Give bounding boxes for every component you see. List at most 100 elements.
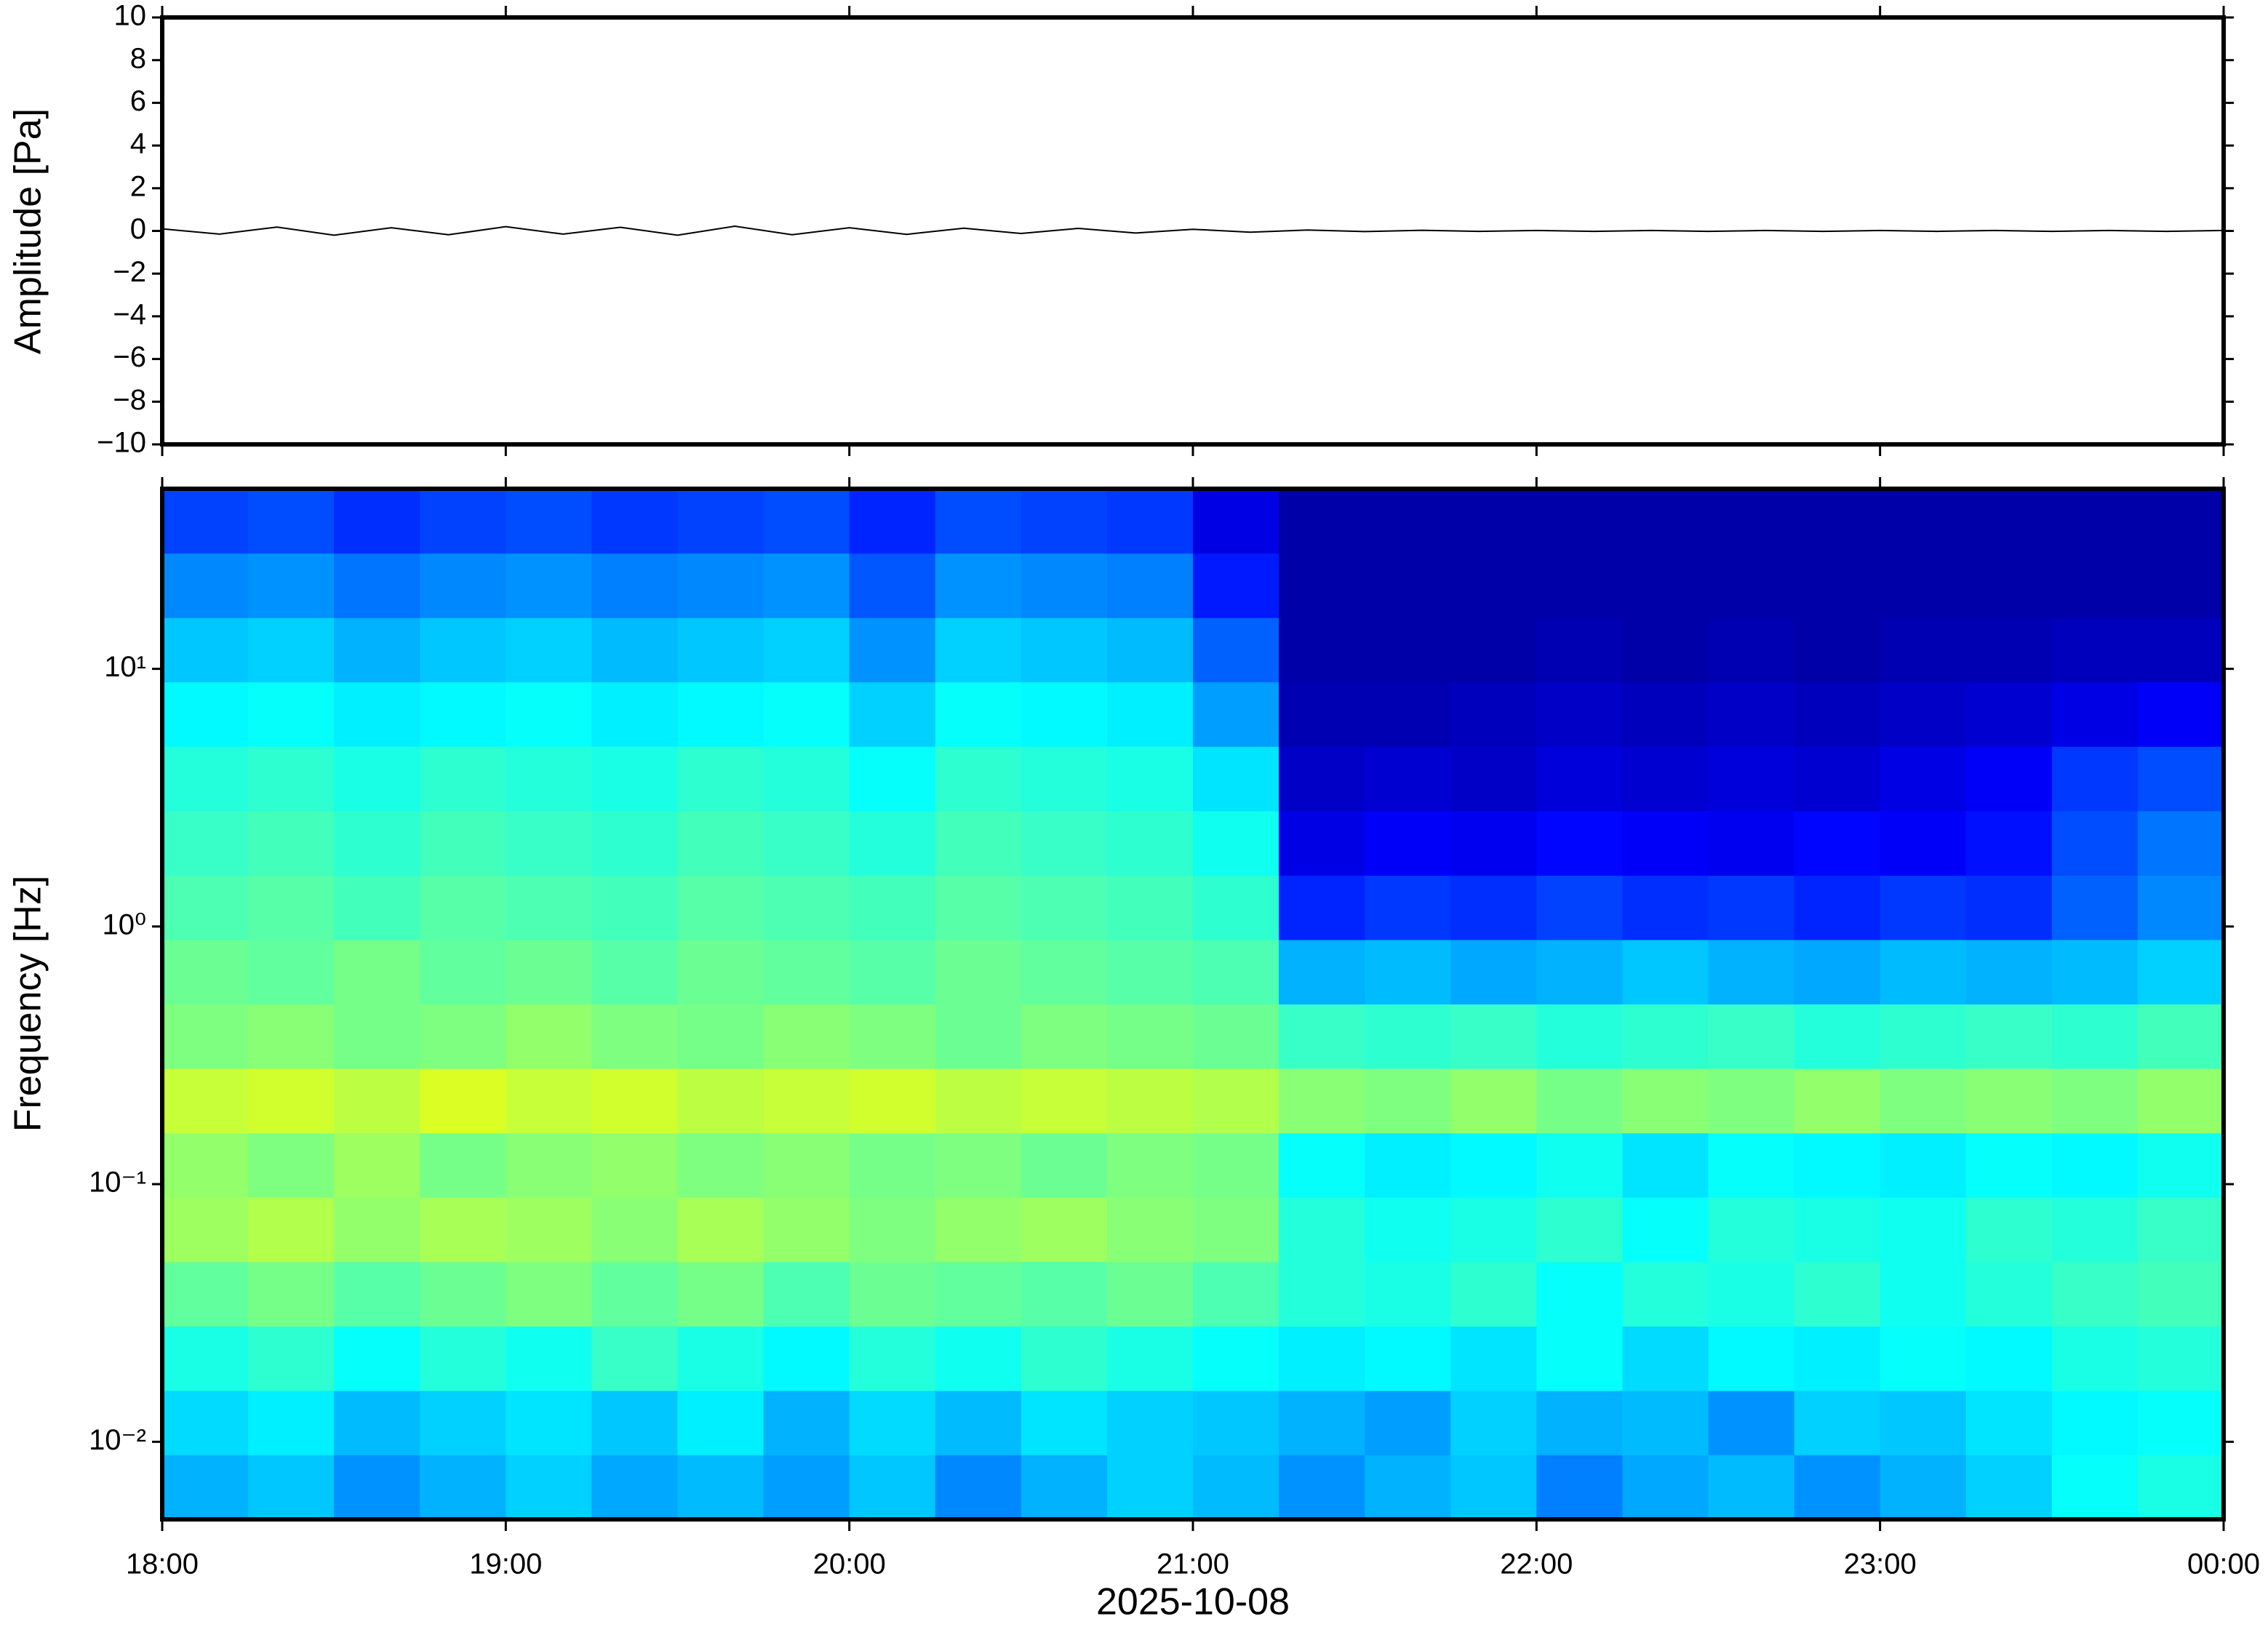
spectrogram-cell xyxy=(1965,939,2053,1004)
spectrogram-cell xyxy=(1279,1326,1365,1391)
spectrogram-cell xyxy=(1536,746,1623,812)
spectrogram-cell xyxy=(1279,1197,1365,1263)
spectrogram-cell xyxy=(2137,489,2224,554)
spectrogram-cell xyxy=(1965,553,2053,618)
spectrogram-cell xyxy=(1193,553,1279,618)
spectrogram-cell xyxy=(334,617,420,683)
y-tick-label: −6 xyxy=(113,341,146,373)
spectrogram-cell xyxy=(1536,1326,1623,1391)
spectrogram-cell xyxy=(420,810,506,876)
spectrogram-cell xyxy=(1794,1132,1881,1198)
spectrogram-cell xyxy=(935,1197,1022,1263)
spectrogram-cell xyxy=(1365,1004,1451,1069)
spectrogram-cell xyxy=(935,746,1022,812)
spectrogram-cell xyxy=(1365,1455,1451,1520)
spectrogram-cell xyxy=(1365,746,1451,812)
spectrogram-cell xyxy=(1021,939,1108,1004)
spectrogram-cell xyxy=(1622,1326,1709,1391)
spectrogram-cell xyxy=(935,489,1022,554)
spectrogram-cell xyxy=(1622,681,1709,747)
spectrogram-cell xyxy=(1450,1261,1537,1327)
spectrogram-cell xyxy=(1021,1197,1108,1263)
trace xyxy=(161,225,2224,236)
spectrogram-cell xyxy=(248,489,335,554)
spectrogram-cell xyxy=(1965,746,2053,812)
spectrogram-cell xyxy=(1794,681,1881,747)
spectrogram-cell xyxy=(2137,810,2224,876)
spectrogram-cell xyxy=(2051,1326,2139,1391)
spectrogram-cell xyxy=(1622,875,1709,940)
spectrogram-cell xyxy=(506,1068,592,1134)
spectrogram-cell xyxy=(1279,1132,1365,1198)
spectrogram-cell xyxy=(1965,1004,2053,1069)
spectrogram-cell xyxy=(677,617,764,683)
spectrogram-cell xyxy=(1965,1261,2053,1327)
spectrogram-cell xyxy=(248,1068,335,1134)
spectrogram-cell xyxy=(506,1132,592,1198)
spectrogram-cell xyxy=(1794,1326,1881,1391)
spectrogram-cell xyxy=(1106,489,1194,554)
spectrogram-cell xyxy=(162,1390,249,1455)
spectrogram-cell xyxy=(1106,1004,1194,1069)
x-tick-label: 20:00 xyxy=(813,1548,886,1580)
spectrogram-cell xyxy=(1794,746,1881,812)
spectrogram-cell xyxy=(1021,1068,1108,1134)
spectrogram-cell xyxy=(1794,1455,1881,1520)
spectrogram-cell xyxy=(1365,617,1451,683)
spectrogram-cell xyxy=(1880,489,1967,554)
spectrogram-cell xyxy=(1193,1197,1279,1263)
spectrogram-cell xyxy=(1794,1197,1881,1263)
spectrogram-cell xyxy=(162,1068,249,1134)
spectrogram-cell xyxy=(1021,489,1108,554)
spectrogram-cell xyxy=(162,1326,249,1391)
spectrogram-cell xyxy=(1450,617,1537,683)
spectrogram-cell xyxy=(162,1132,249,1198)
spectrogram-cell xyxy=(248,875,335,940)
spectrogram-cell xyxy=(1450,746,1537,812)
spectrogram-cell xyxy=(1622,1455,1709,1520)
spectrogram-cell xyxy=(2137,1261,2224,1327)
x-tick-label: 21:00 xyxy=(1157,1548,1229,1580)
spectrogram-cell xyxy=(162,1455,249,1520)
y-tick-label: −8 xyxy=(113,384,146,416)
spectrogram-cell xyxy=(1708,1455,1795,1520)
spectrogram-cell xyxy=(420,1132,506,1198)
spectrogram-cell xyxy=(1450,1068,1537,1134)
spectrogram-cell xyxy=(506,875,592,940)
spectrogram-cell xyxy=(763,810,850,876)
spectrogram-cell xyxy=(420,617,506,683)
spectrogram-cell xyxy=(1536,810,1623,876)
plot-frame xyxy=(160,487,2226,1522)
spectrogram-cell xyxy=(591,875,678,940)
spectrogram-cell xyxy=(763,1261,850,1327)
spectrogram-cell xyxy=(334,1132,420,1198)
spectrogram-cell xyxy=(1106,810,1194,876)
spectrogram-cell xyxy=(1193,1390,1279,1455)
spectrogram-cell xyxy=(591,617,678,683)
spectrogram-cell xyxy=(591,939,678,1004)
spectrogram-cell xyxy=(763,1197,850,1263)
spectrogram-cell xyxy=(1193,1455,1279,1520)
spectrogram-cell xyxy=(1365,875,1451,940)
spectrogram-cell xyxy=(1279,810,1365,876)
spectrogram-cell xyxy=(935,875,1022,940)
spectrogram-cell xyxy=(1794,1068,1881,1134)
spectrogram-cell xyxy=(1536,617,1623,683)
spectrogram-cell xyxy=(591,1068,678,1134)
spectrogram-cell xyxy=(1450,681,1537,747)
spectrogram-cell xyxy=(162,810,249,876)
spectrogram-cell xyxy=(2137,1455,2224,1520)
spectrogram-cell xyxy=(420,746,506,812)
spectrogram-cell xyxy=(849,681,936,747)
spectrogram-cell xyxy=(248,1261,335,1327)
spectrogram-cell xyxy=(334,939,420,1004)
spectrogram-cell xyxy=(1279,681,1365,747)
spectrogram-cell xyxy=(1536,1390,1623,1455)
spectrogram-cell xyxy=(1106,617,1194,683)
spectrogram-cell xyxy=(1450,489,1537,554)
spectrogram-cell xyxy=(1106,1390,1194,1455)
spectrogram-cell xyxy=(1965,617,2053,683)
x-tick-label: 19:00 xyxy=(469,1548,542,1580)
spectrogram-cell xyxy=(162,553,249,618)
spectrogram-cell xyxy=(763,489,850,554)
